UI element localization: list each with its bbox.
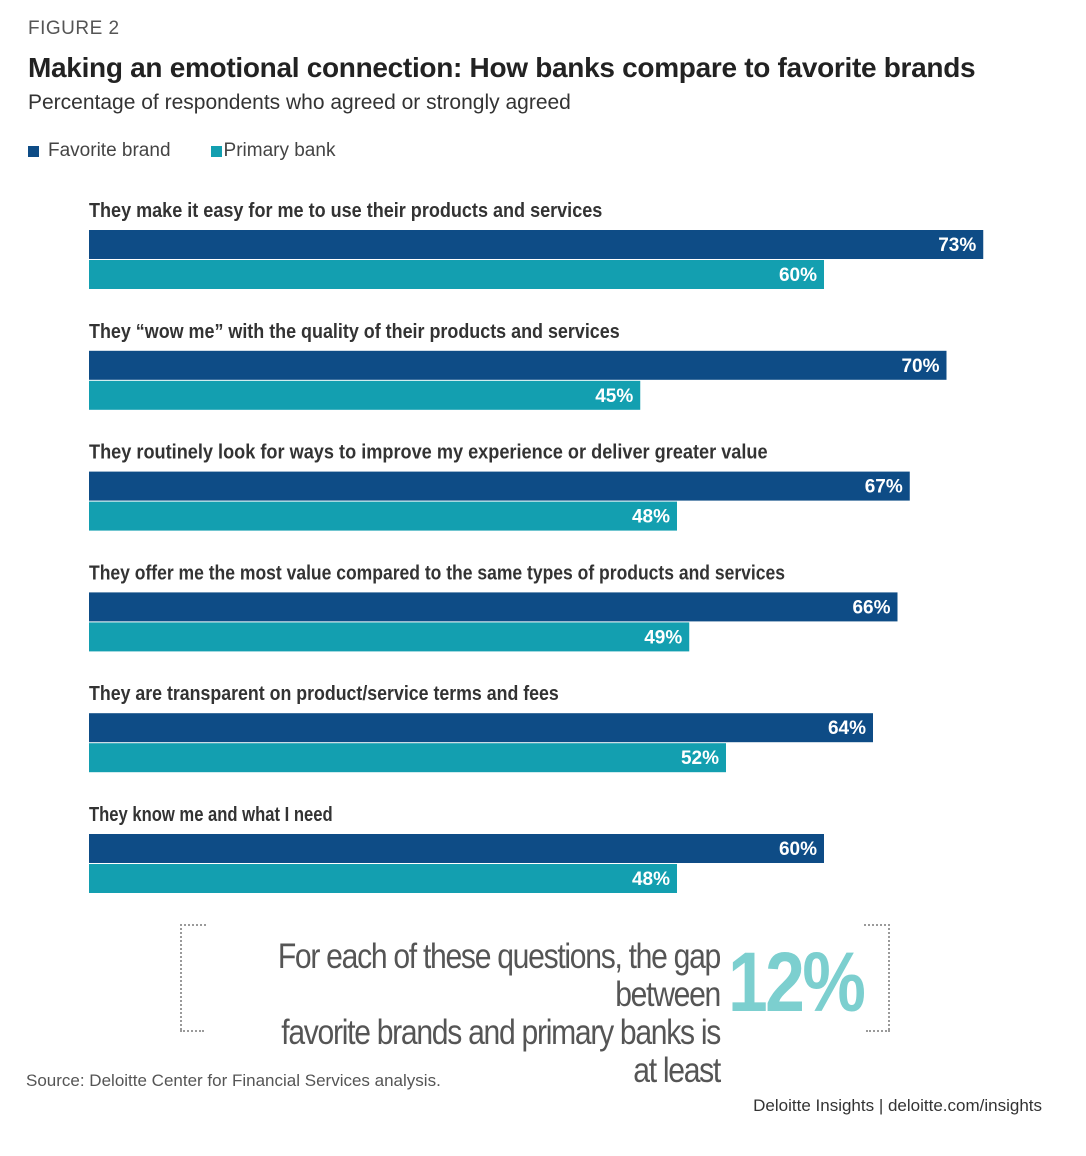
legend-label-primary-bank: Primary bank	[223, 140, 336, 161]
bar-value-label: 60%	[779, 839, 817, 860]
legend-label-favorite-brand: Favorite brand	[48, 140, 171, 161]
bar-favorite-brand	[89, 713, 873, 743]
category-label: They offer me the most value compared to…	[89, 562, 785, 584]
bar-primary-bank	[89, 501, 677, 531]
callout-stat: 12%	[728, 935, 866, 1029]
bar-favorite-brand	[89, 230, 984, 259]
bar-primary-bank	[89, 864, 677, 893]
callout-bracket-left	[180, 924, 206, 1030]
bar-primary-bank	[89, 260, 824, 289]
category-label: They are transparent on product/service …	[89, 683, 559, 705]
category-label: They know me and what I need	[89, 804, 333, 826]
bar-value-label: 67%	[865, 477, 903, 498]
bar-value-label: 70%	[901, 356, 939, 377]
callout-text-line-2: favorite brands and primary banks is at …	[281, 1013, 721, 1090]
legend-item-primary-bank: Primary bank	[210, 140, 336, 162]
callout-text: For each of these questions, the gap bet…	[273, 937, 721, 1090]
bar-favorite-brand	[89, 350, 947, 380]
bar-value-label: 64%	[828, 718, 866, 739]
bar-primary-bank	[89, 743, 726, 773]
bar-value-label: 49%	[644, 627, 682, 648]
callout-bracket-left-bottom	[180, 1028, 204, 1032]
bar-value-label: 73%	[938, 235, 976, 256]
bar-value-label: 60%	[779, 265, 817, 286]
bar-value-label: 45%	[595, 386, 633, 407]
category-label: They routinely look for ways to improve …	[89, 442, 768, 464]
callout-text-line-1: For each of these questions, the gap bet…	[277, 937, 721, 1014]
chart-title: Making an emotional connection: How bank…	[28, 52, 976, 83]
callout-bracket-right	[864, 924, 890, 1030]
category-label: They make it easy for me to use their pr…	[89, 200, 602, 222]
callout-bracket-right-bottom	[866, 1028, 890, 1032]
bar-value-label: 48%	[632, 507, 670, 528]
category-label: They “wow me” with the quality of their …	[89, 321, 620, 343]
bar-value-label: 52%	[681, 748, 719, 769]
bar-favorite-brand	[89, 592, 898, 622]
chart-subtitle: Percentage of respondents who agreed or …	[28, 91, 571, 114]
bar-favorite-brand	[89, 471, 910, 501]
footer-credit: Deloitte Insights | deloitte.com/insight…	[753, 1096, 1042, 1115]
legend-swatch-favorite-brand	[28, 145, 39, 157]
bar-value-label: 66%	[852, 597, 890, 618]
bar-value-label: 48%	[632, 869, 670, 890]
legend-swatch-primary-bank	[210, 145, 222, 157]
callout-box: For each of these questions, the gap bet…	[180, 924, 890, 1090]
bar-primary-bank	[89, 380, 641, 410]
bar-primary-bank	[89, 622, 690, 652]
figure-label: FIGURE 2	[28, 18, 120, 39]
bar-favorite-brand	[89, 834, 824, 863]
source-note: Source: Deloitte Center for Financial Se…	[26, 1071, 441, 1090]
chart-legend: Favorite brand Primary bank	[28, 140, 375, 162]
legend-item-favorite-brand: Favorite brand	[28, 140, 171, 162]
bar-chart: They make it easy for me to use their pr…	[89, 200, 984, 893]
